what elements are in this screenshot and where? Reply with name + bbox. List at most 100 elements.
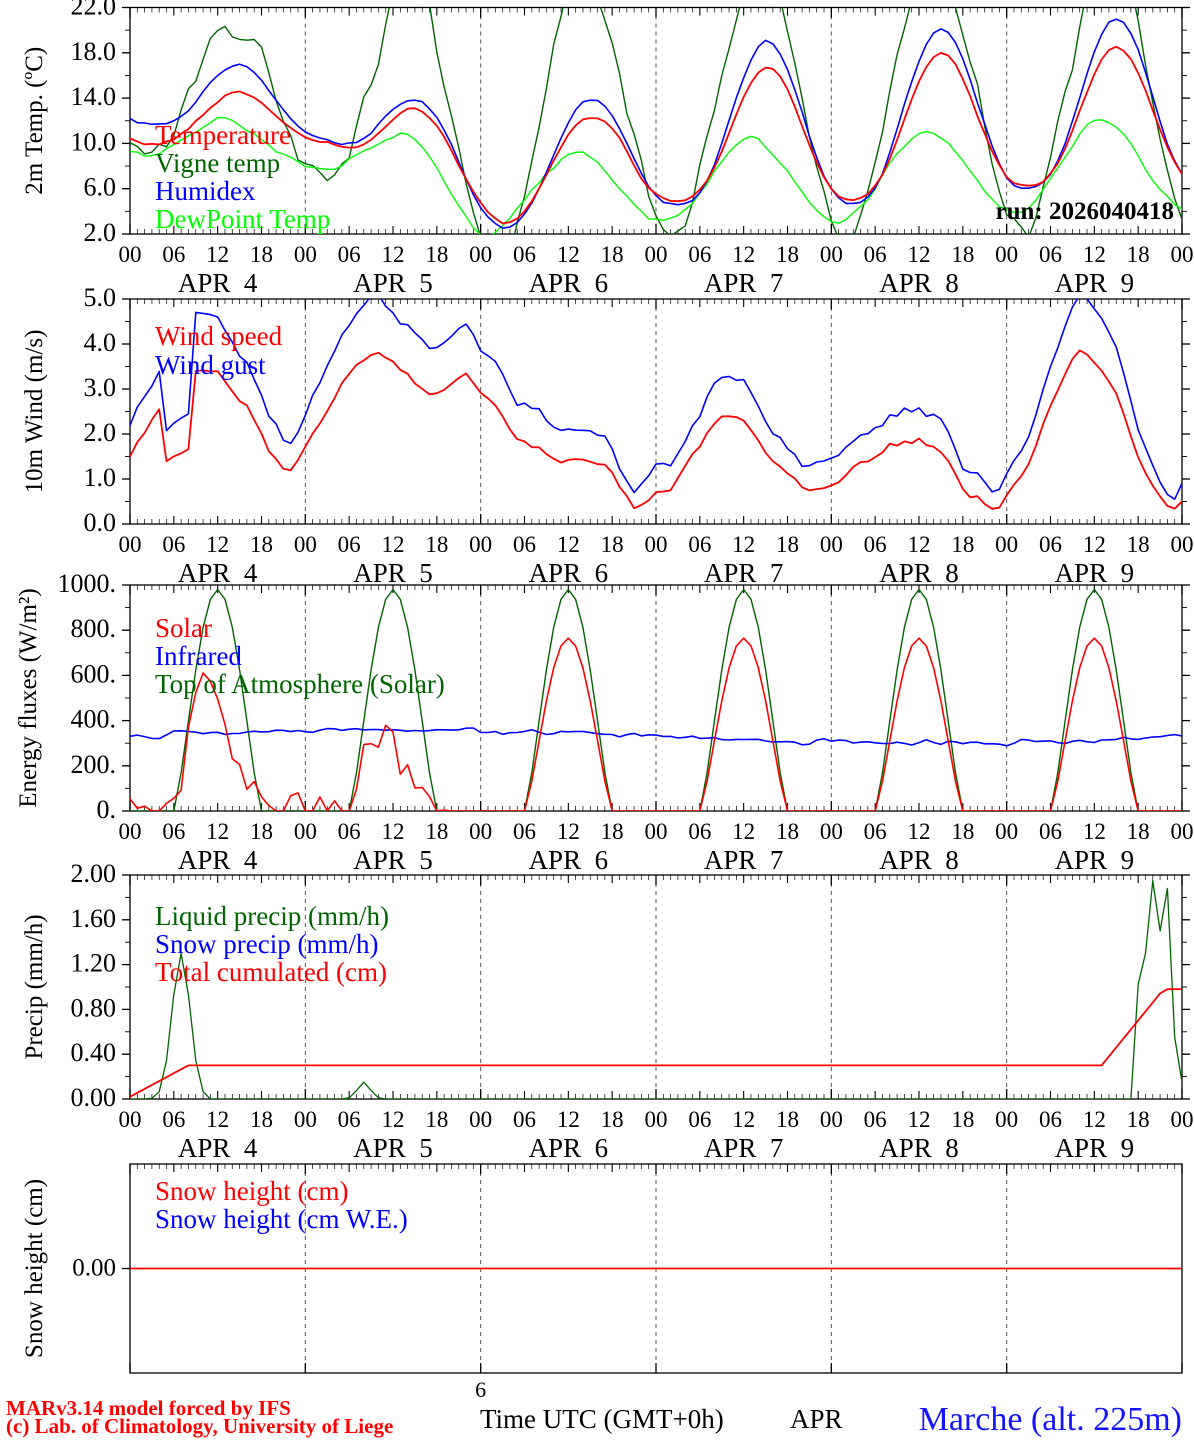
svg-text:5.0: 5.0 xyxy=(84,283,117,312)
svg-text:18: 18 xyxy=(951,532,974,557)
svg-text:18: 18 xyxy=(951,819,974,844)
svg-text:06: 06 xyxy=(162,819,185,844)
svg-text:00: 00 xyxy=(645,532,668,557)
svg-text:APR 8: APR 8 xyxy=(879,558,959,588)
svg-text:APR 9: APR 9 xyxy=(1055,268,1135,298)
svg-text:APR 4: APR 4 xyxy=(178,268,258,298)
svg-text:0.0: 0.0 xyxy=(84,508,117,537)
svg-text:Wind speed: Wind speed xyxy=(155,321,283,351)
svg-text:12: 12 xyxy=(206,242,229,267)
svg-text:APR: APR xyxy=(790,1404,843,1434)
svg-text:3.0: 3.0 xyxy=(84,373,117,402)
svg-text:06: 06 xyxy=(513,532,536,557)
svg-text:APR 8: APR 8 xyxy=(879,845,959,875)
svg-text:00: 00 xyxy=(119,819,142,844)
svg-text:06: 06 xyxy=(1039,1107,1062,1132)
svg-text:1.60: 1.60 xyxy=(71,904,117,933)
svg-text:18: 18 xyxy=(250,242,273,267)
svg-text:00: 00 xyxy=(294,242,317,267)
svg-text:00: 00 xyxy=(1171,242,1194,267)
svg-text:12: 12 xyxy=(557,819,580,844)
svg-text:0.: 0. xyxy=(97,795,117,824)
svg-text:18: 18 xyxy=(951,1107,974,1132)
svg-text:APR 5: APR 5 xyxy=(353,268,433,298)
svg-text:APR 4: APR 4 xyxy=(178,558,258,588)
svg-text:Liquid precip (mm/h): Liquid precip (mm/h) xyxy=(155,901,389,931)
svg-text:APR 5: APR 5 xyxy=(353,1133,433,1163)
svg-text:0.40: 0.40 xyxy=(71,1038,117,1067)
svg-text:18: 18 xyxy=(425,242,448,267)
svg-text:00: 00 xyxy=(119,532,142,557)
svg-text:Snow height (cm W.E.): Snow height (cm W.E.) xyxy=(155,1204,408,1234)
svg-text:12: 12 xyxy=(1083,532,1106,557)
svg-text:06: 06 xyxy=(1039,819,1062,844)
svg-text:6: 6 xyxy=(475,1377,486,1402)
svg-text:0.00: 0.00 xyxy=(71,1083,117,1112)
svg-text:06: 06 xyxy=(864,1107,887,1132)
svg-text:12: 12 xyxy=(1083,242,1106,267)
svg-text:DewPoint Temp: DewPoint Temp xyxy=(155,204,330,234)
svg-text:18: 18 xyxy=(1127,242,1150,267)
svg-text:18: 18 xyxy=(951,242,974,267)
svg-text:APR 7: APR 7 xyxy=(704,558,784,588)
svg-text:6.0: 6.0 xyxy=(84,173,117,202)
svg-text:Snow precip (mm/h): Snow precip (mm/h) xyxy=(155,929,378,959)
svg-text:12: 12 xyxy=(206,1107,229,1132)
svg-text:00: 00 xyxy=(119,242,142,267)
svg-text:00: 00 xyxy=(1171,532,1194,557)
svg-text:18: 18 xyxy=(601,242,624,267)
svg-text:00: 00 xyxy=(820,1107,843,1132)
svg-text:00: 00 xyxy=(469,1107,492,1132)
svg-text:06: 06 xyxy=(864,819,887,844)
svg-text:18: 18 xyxy=(776,819,799,844)
svg-text:00: 00 xyxy=(645,1107,668,1132)
svg-text:00: 00 xyxy=(820,819,843,844)
svg-text:12: 12 xyxy=(732,819,755,844)
svg-text:Snow height (cm): Snow height (cm) xyxy=(21,1179,48,1358)
svg-text:22.0: 22.0 xyxy=(71,0,117,21)
svg-text:APR 6: APR 6 xyxy=(529,1133,609,1163)
svg-text:06: 06 xyxy=(338,242,361,267)
svg-text:00: 00 xyxy=(995,1107,1018,1132)
svg-text:06: 06 xyxy=(513,242,536,267)
svg-text:APR 7: APR 7 xyxy=(704,845,784,875)
svg-text:1.20: 1.20 xyxy=(71,949,117,978)
svg-text:00: 00 xyxy=(469,242,492,267)
svg-text:(c) Lab. of Climatology, Unive: (c) Lab. of Climatology, University of L… xyxy=(6,1414,393,1438)
svg-text:Precip (mm/h): Precip (mm/h) xyxy=(21,914,48,1059)
svg-text:APR 6: APR 6 xyxy=(529,558,609,588)
svg-text:18: 18 xyxy=(776,242,799,267)
svg-text:06: 06 xyxy=(1039,532,1062,557)
svg-text:18: 18 xyxy=(601,532,624,557)
svg-text:18: 18 xyxy=(776,1107,799,1132)
svg-text:18: 18 xyxy=(425,532,448,557)
svg-text:12: 12 xyxy=(557,1107,580,1132)
svg-text:06: 06 xyxy=(688,1107,711,1132)
svg-text:06: 06 xyxy=(162,1107,185,1132)
svg-text:Snow height (cm): Snow height (cm) xyxy=(155,1176,348,1206)
svg-text:0.80: 0.80 xyxy=(71,993,117,1022)
svg-text:00: 00 xyxy=(294,532,317,557)
svg-text:APR 5: APR 5 xyxy=(353,558,433,588)
svg-text:18: 18 xyxy=(250,532,273,557)
svg-text:18: 18 xyxy=(1127,819,1150,844)
svg-text:00: 00 xyxy=(645,242,668,267)
svg-text:APR 7: APR 7 xyxy=(704,1133,784,1163)
svg-text:12: 12 xyxy=(206,532,229,557)
svg-text:06: 06 xyxy=(162,532,185,557)
svg-text:12: 12 xyxy=(382,819,405,844)
svg-text:4.0: 4.0 xyxy=(84,328,117,357)
svg-text:00: 00 xyxy=(119,1107,142,1132)
svg-text:00: 00 xyxy=(469,532,492,557)
svg-text:APR 8: APR 8 xyxy=(879,268,959,298)
svg-text:06: 06 xyxy=(688,242,711,267)
svg-text:2.00: 2.00 xyxy=(71,859,117,888)
svg-text:Marche (alt. 225m): Marche (alt. 225m) xyxy=(919,1401,1182,1438)
svg-text:APR 9: APR 9 xyxy=(1055,845,1135,875)
svg-text:00: 00 xyxy=(294,1107,317,1132)
svg-text:Temperature: Temperature xyxy=(155,120,291,150)
svg-text:Wind gust: Wind gust xyxy=(155,350,266,380)
svg-text:APR 6: APR 6 xyxy=(529,268,609,298)
svg-text:400.: 400. xyxy=(71,705,117,734)
svg-text:12: 12 xyxy=(1083,1107,1106,1132)
